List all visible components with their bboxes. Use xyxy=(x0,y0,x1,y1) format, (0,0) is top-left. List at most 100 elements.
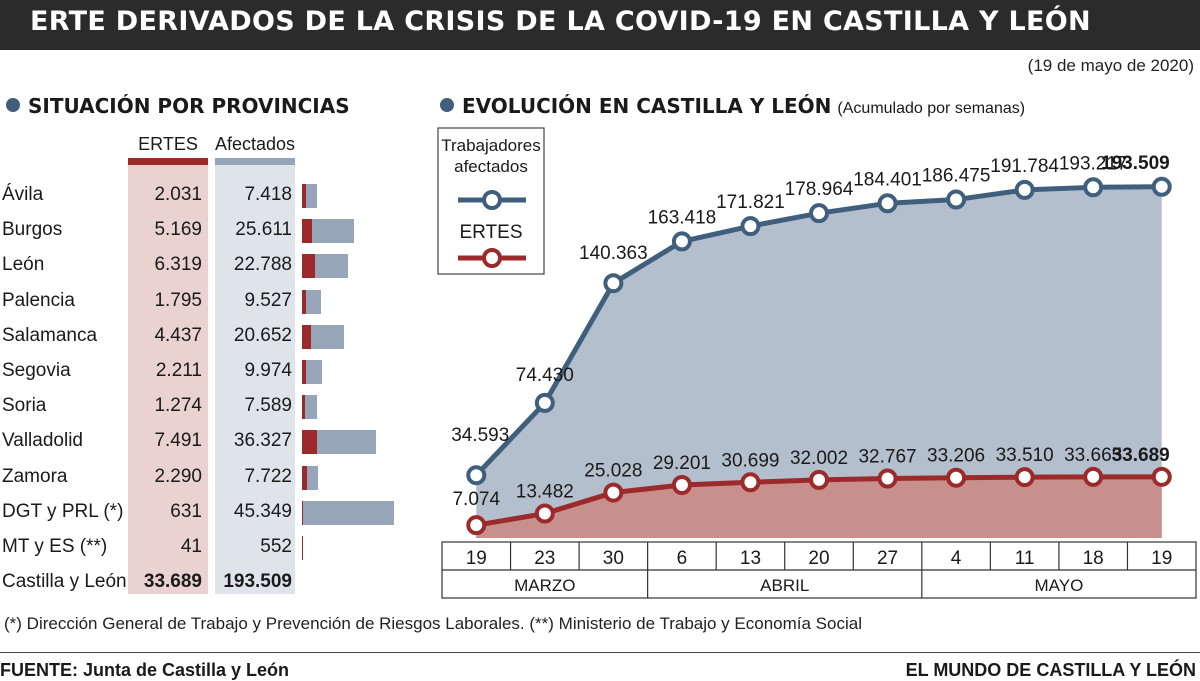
ertes-bar xyxy=(302,465,307,490)
x-tick-label: 23 xyxy=(534,548,555,569)
ertes-point xyxy=(1083,466,1104,487)
afectados-data-label: 74.430 xyxy=(516,365,574,386)
afectados-point xyxy=(740,216,761,237)
province-label: León xyxy=(2,254,45,276)
table-row: León 6.319 22.788 xyxy=(0,250,420,280)
afectados-bar xyxy=(302,360,323,384)
right-section-title-text: EVOLUCIÓN EN CASTILLA Y LEÓN xyxy=(462,94,832,118)
x-tick-label: 13 xyxy=(740,548,761,569)
table-row: Segovia 2.211 9.974 xyxy=(0,356,420,386)
x-tick-label: 30 xyxy=(603,548,624,569)
ertes-point xyxy=(1014,467,1035,488)
total-row: Castilla y León 33.689 193.509 xyxy=(0,567,420,597)
afectados-point xyxy=(671,231,692,252)
afectados-point xyxy=(877,193,898,214)
afectados-data-label: 178.964 xyxy=(785,179,854,200)
afectados-data-label: 140.363 xyxy=(579,243,648,264)
ertes-bar xyxy=(302,430,318,455)
ertes-value: 1.274 xyxy=(154,395,202,417)
ertes-data-label: 29.201 xyxy=(653,453,711,474)
province-label: Salamanca xyxy=(2,324,98,346)
ertes-point xyxy=(603,482,624,503)
legend-ertes-marker xyxy=(482,248,502,268)
ertes-data-label: 13.482 xyxy=(516,482,574,503)
ertes-value: 631 xyxy=(170,500,202,522)
ertes-data-label: 32.767 xyxy=(858,447,916,468)
ertes-point xyxy=(534,503,555,524)
ertes-data-label: 33.689 xyxy=(1112,445,1170,466)
x-tick-label: 4 xyxy=(951,548,962,569)
afectados-value: 36.327 xyxy=(233,430,292,452)
title-bar: ERTE DERIVADOS DE LA CRISIS DE LA COVID-… xyxy=(0,0,1200,50)
ertes-bar xyxy=(302,289,306,314)
x-tick-label: 27 xyxy=(877,548,898,569)
ertes-point xyxy=(946,467,967,488)
province-label: Burgos xyxy=(2,219,63,241)
afectados-value: 552 xyxy=(260,536,292,557)
afectados-header-rule xyxy=(215,158,295,165)
ertes-column-background xyxy=(128,162,208,594)
ertes-column-header: ERTES xyxy=(138,134,198,154)
afectados-value: 45.349 xyxy=(233,500,292,522)
right-section-subtitle: (Acumulado por semanas) xyxy=(837,100,1026,117)
x-tick-label: 19 xyxy=(1151,548,1172,569)
ertes-value: 2.031 xyxy=(154,184,202,205)
left-section-title-text: SITUACIÓN POR PROVINCIAS xyxy=(28,94,350,118)
ertes-value: 5.169 xyxy=(154,219,202,241)
ertes-data-label: 7.074 xyxy=(452,489,500,510)
afectados-data-label: 163.418 xyxy=(648,207,717,228)
total-label: Castilla y León xyxy=(2,571,127,593)
left-section-title: SITUACIÓN POR PROVINCIAS xyxy=(6,94,350,118)
legend-ertes-label: ERTES xyxy=(459,222,522,243)
month-label: MARZO xyxy=(514,576,575,595)
afectados-point xyxy=(1151,176,1172,197)
ertes-point xyxy=(671,475,692,496)
ertes-value: 2.290 xyxy=(154,465,202,487)
bullet-icon xyxy=(6,98,20,112)
afectados-value: 7.418 xyxy=(244,184,292,205)
ertes-value: 4.437 xyxy=(154,324,202,346)
ertes-header-rule xyxy=(128,158,208,165)
month-label: MAYO xyxy=(1035,576,1084,595)
ertes-value: 41 xyxy=(180,536,202,557)
province-label: MT y ES (**) xyxy=(2,536,108,557)
province-table: ERTES Afectados Ávila 2.031 7.418 Burgos 5.1… xyxy=(0,128,420,598)
afectados-data-label: 186.475 xyxy=(922,166,991,187)
x-tick-label: 11 xyxy=(1015,548,1035,569)
footnote: (*) Dirección General de Trabajo y Preve… xyxy=(4,614,862,633)
ertes-data-label: 25.028 xyxy=(584,461,642,482)
afectados-bar xyxy=(302,289,322,314)
total-ertes-value: 33.689 xyxy=(143,571,202,593)
ertes-point xyxy=(466,515,487,536)
ertes-bar xyxy=(302,500,304,525)
afectados-data-label: 193.217 xyxy=(1059,153,1128,174)
province-label: Palencia xyxy=(2,289,75,311)
ertes-data-label: 30.699 xyxy=(721,450,779,471)
bullet-icon xyxy=(440,98,454,112)
afectados-column-background xyxy=(215,162,295,594)
afectados-area xyxy=(476,186,1162,538)
ertes-bar xyxy=(302,219,313,244)
table-row: Salamanca 4.437 20.652 xyxy=(0,321,420,351)
x-tick-label: 18 xyxy=(1083,548,1104,569)
ertes-bar xyxy=(302,536,303,560)
afectados-data-label: 191.784 xyxy=(990,156,1059,177)
total-afectados-value: 193.509 xyxy=(223,571,292,593)
table-row: Zamora 2.290 7.722 xyxy=(0,462,420,492)
afectados-point xyxy=(946,189,967,210)
afectados-value: 7.589 xyxy=(244,395,292,417)
ertes-point xyxy=(809,469,829,490)
x-tick-label: 20 xyxy=(808,548,829,569)
afectados-value: 7.722 xyxy=(244,465,292,487)
afectados-point xyxy=(466,465,487,486)
afectados-value: 25.611 xyxy=(235,219,292,241)
ertes-value: 7.491 xyxy=(154,430,202,452)
province-label: Valladolid xyxy=(2,430,83,452)
province-label: Soria xyxy=(2,395,47,417)
afectados-data-label: 184.401 xyxy=(853,169,922,190)
afectados-point xyxy=(534,392,555,413)
x-tick-label: 19 xyxy=(466,548,487,569)
afectados-value: 9.527 xyxy=(244,289,292,311)
afectados-point xyxy=(1014,179,1035,200)
ertes-point xyxy=(1151,466,1172,487)
